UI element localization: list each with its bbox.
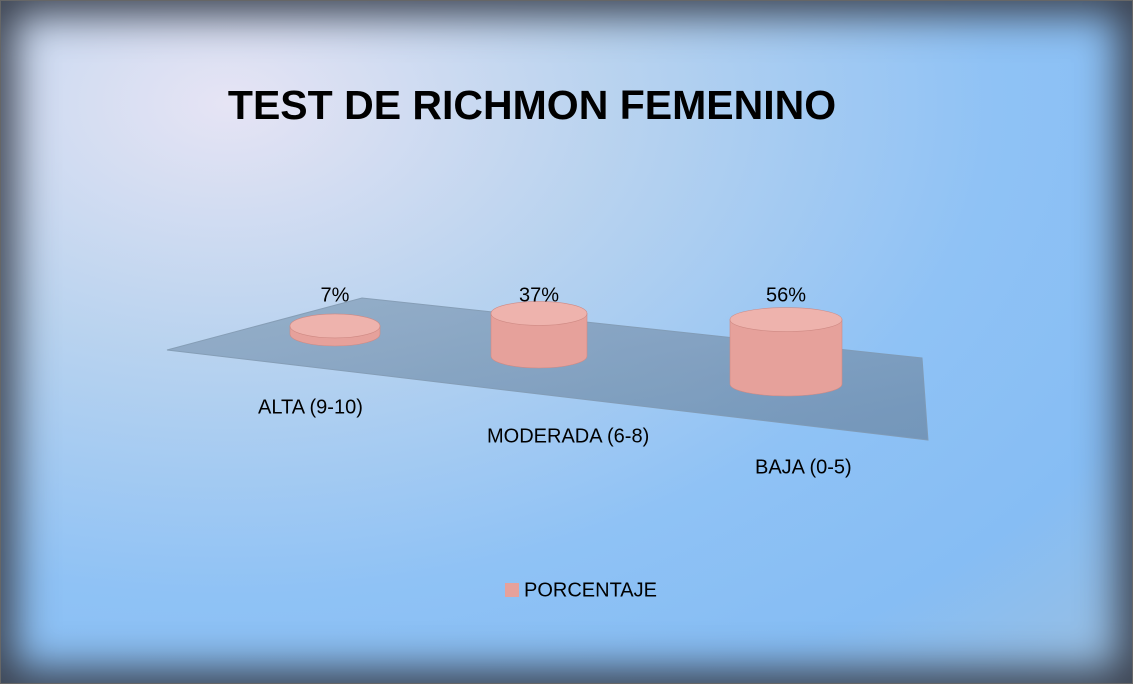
legend-label: PORCENTAJE bbox=[524, 579, 657, 601]
cylinder-top bbox=[729, 307, 843, 332]
cylinder-top bbox=[289, 313, 381, 339]
category-label: MODERADA (6-8) bbox=[487, 425, 649, 447]
category-label: BAJA (0-5) bbox=[755, 456, 852, 478]
chart-title: TEST DE RICHMON FEMENINO bbox=[228, 82, 836, 128]
cylinder-top bbox=[490, 301, 588, 326]
category-label: ALTA (9-10) bbox=[258, 396, 363, 418]
data-label: 7% bbox=[321, 284, 350, 306]
data-label: 56% bbox=[766, 284, 806, 306]
data-label: 37% bbox=[519, 284, 559, 306]
cylinder-body bbox=[490, 313, 588, 369]
cylinder-body bbox=[729, 319, 843, 397]
legend-swatch bbox=[505, 583, 519, 597]
